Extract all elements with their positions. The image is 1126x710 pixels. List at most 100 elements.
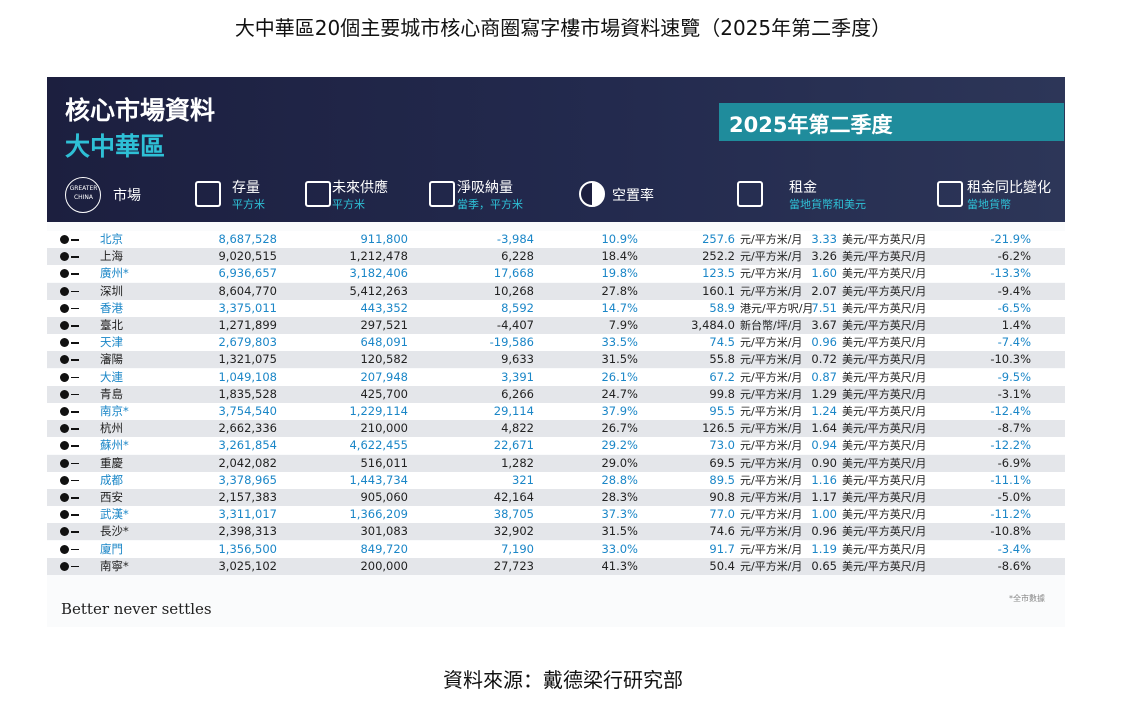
cell: 美元/平方英尺/月 — [842, 233, 927, 246]
cell: 美元/平方英尺/月 — [842, 542, 927, 556]
column-unit: 當地貨幣 — [967, 198, 1011, 211]
cell: 6,228 — [501, 249, 534, 264]
cell: 美元/平方英尺/月 — [842, 405, 927, 418]
row-bullet — [60, 372, 69, 382]
cell: 443,352 — [360, 300, 408, 315]
column-unit: 平方米 — [332, 198, 365, 211]
cell: 210,000 — [360, 421, 408, 436]
row-arrow — [71, 342, 79, 344]
cell: 元/平方米/月 — [740, 422, 803, 436]
cell: 港元/平方呎/月 — [740, 301, 814, 315]
slogan: Better never settles — [61, 600, 212, 618]
row-bullet — [60, 561, 69, 571]
row-bullet — [60, 252, 69, 262]
cell: 美元/平方英尺/月 — [842, 284, 927, 298]
row-bullet — [60, 338, 69, 348]
cell: 10,268 — [493, 283, 534, 298]
table-row: 大連 1,049,108 207,948 3,391 26.1% 67.2 元/平方米/月 0… — [47, 368, 1065, 386]
city: 杭州 — [100, 421, 123, 436]
cell: 297,521 — [360, 318, 408, 332]
table-row: 瀋陽 1,321,075 120,582 9,633 31.5% 55.8 元/平方米/月 0… — [47, 351, 1065, 369]
cell: 38,705 — [493, 507, 534, 522]
cell: 8,687,528 — [218, 232, 277, 246]
city: 廣州* — [100, 266, 129, 281]
page-title: 大中華區20個主要城市核心商圈寫字樓市場資料速覽（2025年第二季度） — [234, 16, 892, 40]
table-row: 南京* 3,754,540 1,229,114 29,114 37.9% 95.5 元/平方… — [47, 403, 1065, 420]
cell: -10.3% — [990, 352, 1031, 367]
cell: 27.8% — [601, 283, 638, 298]
cell: -8.6% — [997, 558, 1031, 573]
city: 香港 — [100, 300, 123, 315]
cell: 1.64 — [811, 421, 837, 436]
cell: 26.7% — [601, 421, 638, 436]
column-name: 未來供應 — [332, 180, 388, 196]
row-bullet — [60, 235, 69, 244]
cell: 321 — [512, 472, 534, 487]
cell: 0.90 — [811, 455, 837, 470]
city: 大連 — [100, 369, 123, 384]
cell: 元/平方米/月 — [740, 405, 803, 418]
cell: 91.7 — [709, 541, 735, 556]
cell: 元/平方米/月 — [740, 250, 803, 264]
city: 臺北 — [100, 318, 123, 332]
cell: 美元/平方英尺/月 — [842, 267, 927, 281]
city: 長沙* — [100, 524, 129, 539]
cell: 美元/平方英尺/月 — [842, 525, 927, 539]
cell: 252.2 — [702, 249, 735, 264]
cell: 77.0 — [709, 507, 735, 522]
cell: 2.07 — [811, 283, 837, 298]
cell: 120,582 — [360, 352, 408, 367]
cell: 849,720 — [360, 541, 408, 556]
row-bullet — [60, 527, 69, 537]
cell: 6,266 — [501, 386, 534, 401]
cell: 美元/平方英尺/月 — [842, 250, 927, 264]
row-arrow — [71, 411, 79, 413]
cell: 1.00 — [811, 507, 837, 522]
cell: -19,586 — [489, 335, 534, 350]
row-bullet — [60, 510, 69, 520]
table-row: 長沙* 2,398,313 301,083 32,902 31.5% 74.6 元/平方米/… — [47, 523, 1065, 541]
row-arrow — [71, 256, 79, 258]
row-arrow — [71, 376, 79, 379]
table-row: 重慶 2,042,082 516,011 1,282 29.0% 69.5 元/平方米/月 0… — [47, 454, 1065, 472]
cell: 200,000 — [360, 558, 408, 573]
cell: 95.5 — [709, 404, 735, 418]
city: 北京 — [100, 232, 123, 246]
cell: 1.17 — [811, 490, 837, 504]
cell: 1,049,108 — [218, 369, 277, 384]
cell: 33.0% — [601, 541, 638, 556]
cell: 37.3% — [601, 507, 638, 522]
cell: 1,366,209 — [349, 507, 408, 522]
cell: -9.5% — [997, 369, 1031, 384]
cell: 元/平方米/月 — [740, 353, 803, 367]
cell: 7.51 — [811, 300, 837, 315]
column-unit: 當季，平方米 — [457, 198, 523, 211]
row-bullet — [60, 355, 69, 365]
cell: 31.5% — [601, 352, 638, 367]
cell: 74.5 — [709, 335, 735, 350]
table-row: 蘇州* 3,261,854 4,622,455 22,671 29.2% 73.0 元/平方… — [47, 437, 1065, 455]
cell: 0.65 — [811, 558, 837, 573]
cell: 17,668 — [493, 266, 534, 281]
cell: 9,020,515 — [218, 249, 277, 264]
table-row: 西安 2,157,383 905,060 42,164 28.3% 90.8 元/平方米/月… — [47, 489, 1065, 506]
cell: 24.7% — [601, 386, 638, 401]
row-arrow — [71, 359, 79, 361]
cell: 55.8 — [709, 352, 735, 367]
cell: 126.5 — [702, 421, 735, 436]
table-row: 廣州* 6,936,657 3,182,406 17,668 19.8% 123.5 元/平… — [47, 265, 1065, 283]
cell: 美元/平方英尺/月 — [842, 370, 927, 384]
row-arrow — [71, 531, 79, 533]
cell: 美元/平方英尺/月 — [842, 387, 927, 401]
row-arrow — [71, 239, 79, 241]
cell: 美元/平方英尺/月 — [842, 508, 927, 522]
row-bullet — [60, 441, 69, 451]
cell: 0.72 — [811, 352, 837, 367]
panel: 核心市場資料 大中華區 2025年第二季度 GREATER CHINA 市場 存量… — [47, 77, 1065, 627]
cell: 1.29 — [811, 386, 837, 401]
cell: 0.96 — [811, 524, 837, 539]
row-arrow — [71, 290, 79, 293]
cell: -10.8% — [990, 524, 1031, 539]
row-arrow — [71, 273, 79, 275]
cell: 新台幣/坪/月 — [740, 319, 803, 332]
